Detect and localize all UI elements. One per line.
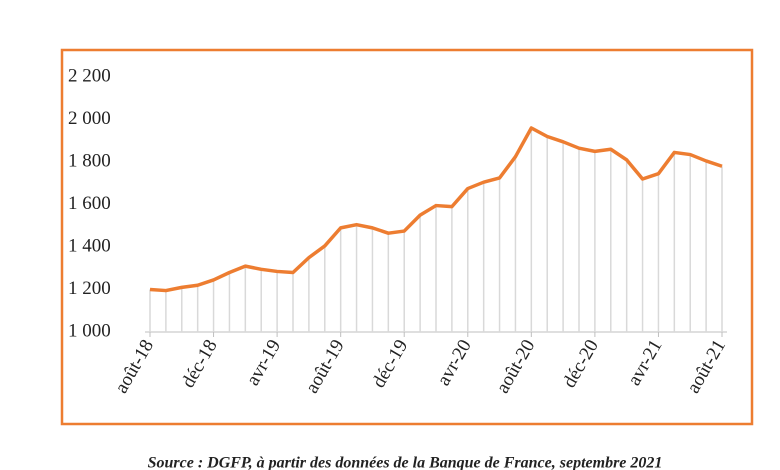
y-tick-label: 1 400 xyxy=(68,235,111,256)
y-tick-label: 1 800 xyxy=(68,150,111,171)
x-tick-label: déc-19 xyxy=(368,336,412,391)
x-tick-label: avr-21 xyxy=(624,336,667,389)
series-line xyxy=(149,126,723,293)
y-tick-label: 2 000 xyxy=(68,108,111,129)
x-tick-label: déc-20 xyxy=(559,336,603,391)
x-tick-label: déc-18 xyxy=(178,336,222,391)
y-tick-label: 1 000 xyxy=(68,320,111,341)
source-note: Source : DGFP, à partir des données de l… xyxy=(148,455,663,470)
x-tick-label: août-19 xyxy=(302,336,349,397)
y-tick-label: 1 600 xyxy=(68,193,111,214)
y-tick-label: 2 200 xyxy=(68,65,111,86)
x-tick-label: août-18 xyxy=(111,336,158,397)
x-tick-label: août-21 xyxy=(683,336,730,397)
x-tick-label: août-20 xyxy=(492,336,539,397)
x-tick-label: avr-20 xyxy=(433,336,476,389)
x-tick-label: avr-19 xyxy=(242,336,285,389)
chart-frame xyxy=(60,48,754,426)
y-tick-label: 1 200 xyxy=(68,278,111,299)
